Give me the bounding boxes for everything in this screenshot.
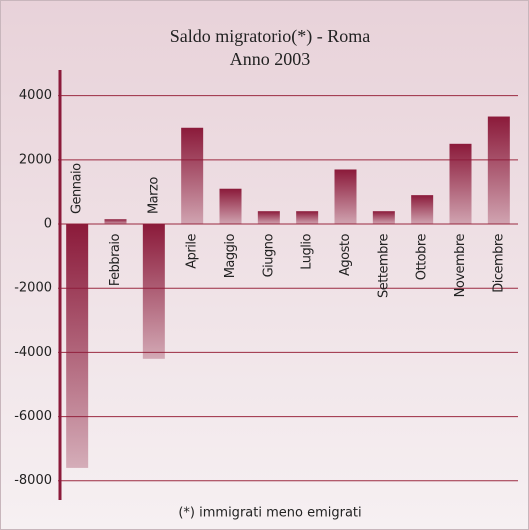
chart-subtitle: Anno 2003: [230, 49, 311, 69]
bar: [257, 211, 280, 225]
bar: [411, 195, 434, 225]
y-tick-label: 0: [44, 217, 52, 232]
y-tick-label: -8000: [14, 473, 52, 488]
y-tick-label: -4000: [14, 345, 52, 360]
x-tick-label: Novembre: [453, 234, 468, 298]
x-tick-label: Settembre: [376, 234, 391, 298]
x-tick-label: Ottobre: [415, 234, 430, 281]
bar: [219, 188, 242, 225]
bar: [104, 219, 127, 225]
x-tick-label: Dicembre: [491, 234, 506, 293]
chart-title: Saldo migratorio(*) - Roma: [170, 26, 370, 47]
bar: [449, 143, 472, 225]
bar: [66, 224, 89, 468]
x-tick-label: Febbraio: [108, 233, 123, 286]
y-tick-label: -6000: [14, 409, 52, 424]
bar: [372, 211, 395, 225]
y-tick-label: 2000: [19, 152, 52, 167]
bar: [296, 211, 319, 225]
x-tick-label: Maggio: [223, 233, 238, 278]
footnote: (*) immigrati meno emigrati: [178, 506, 361, 521]
x-tick-label: Marzo: [146, 177, 161, 214]
bar: [181, 127, 204, 225]
bar: [142, 224, 165, 359]
x-tick-label: Luglio: [300, 233, 315, 269]
x-tick-label: Aprile: [185, 234, 200, 269]
bar: [487, 116, 510, 225]
y-tick-label: -2000: [14, 281, 52, 296]
x-tick-label: Gennaio: [70, 163, 85, 214]
x-tick-label: Giugno: [261, 233, 276, 277]
x-tick-label: Agosto: [338, 233, 353, 275]
bar: [334, 169, 357, 225]
y-tick-label: 4000: [19, 88, 52, 103]
